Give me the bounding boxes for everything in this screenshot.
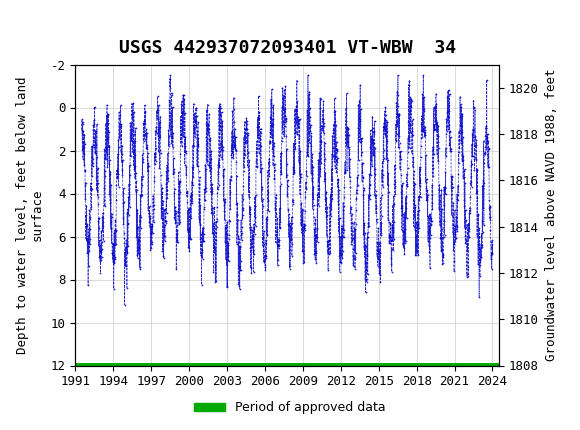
Legend: Period of approved data: Period of approved data bbox=[189, 396, 391, 419]
Title: USGS 442937072093401 VT-WBW  34: USGS 442937072093401 VT-WBW 34 bbox=[118, 40, 456, 57]
Text: USGS: USGS bbox=[44, 10, 99, 28]
Y-axis label: Groundwater level above NAVD 1988, feet: Groundwater level above NAVD 1988, feet bbox=[545, 69, 559, 361]
Y-axis label: Depth to water level, feet below land
surface: Depth to water level, feet below land su… bbox=[16, 76, 44, 354]
